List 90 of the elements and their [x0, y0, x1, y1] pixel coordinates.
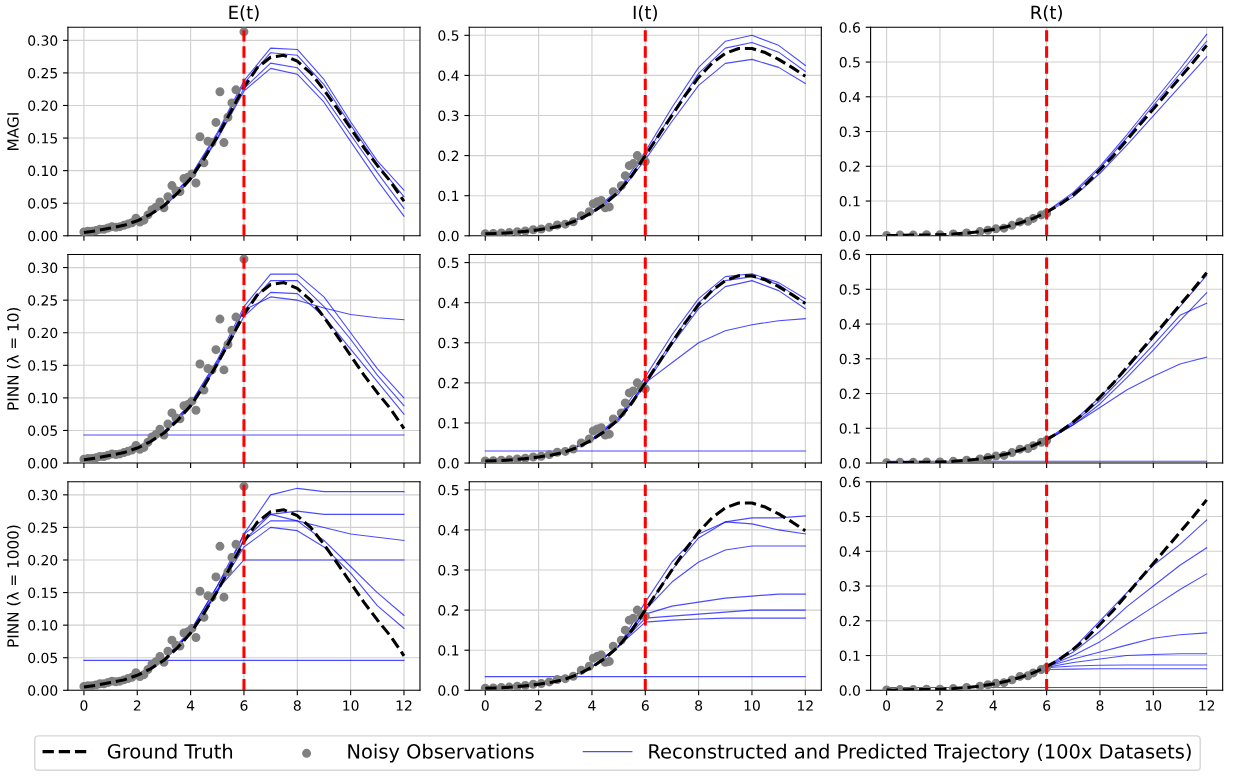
x-tick-label: 2 [936, 700, 943, 711]
y-tick-label: 0.0 [839, 685, 860, 696]
x-tick-label: 4 [989, 700, 997, 711]
y-tick-label: 0.2 [839, 161, 860, 172]
y-axis-title: PINN (λ = 1000) [6, 525, 21, 647]
chart-title: I(t) [633, 5, 657, 22]
y-tick-label: 0.1 [438, 190, 459, 202]
y-tick-label: 0.6 [839, 476, 860, 488]
y-tick-label: 0.00 [28, 685, 58, 696]
x-tick-label: 4 [186, 700, 195, 711]
y-tick-label: 0.5 [438, 484, 459, 496]
x-tick-label: 12 [396, 700, 412, 711]
y-tick-label: 0.0 [438, 458, 459, 469]
y-tick-label: 0.25 [28, 295, 57, 306]
x-tick-label: 2 [535, 700, 542, 711]
y-tick-label: 0.4 [839, 319, 861, 330]
y-tick-label: 0.3 [438, 564, 459, 576]
y-tick-label: 0.2 [438, 605, 459, 616]
legend-label: Ground Truth [107, 743, 233, 759]
x-tick-label: 10 [1146, 700, 1162, 711]
y-tick-label: 0.5 [839, 511, 860, 523]
x-tick-label: 8 [695, 700, 703, 711]
y-tick-label: 0.3 [839, 353, 860, 365]
y-tick-label: 0.1 [438, 645, 459, 656]
y-axis-title: MAGI [7, 113, 19, 150]
y-tick-label: 0.20 [28, 554, 58, 566]
x-tick-label: 12 [798, 700, 813, 711]
y-tick-label: 0.0 [438, 685, 459, 696]
y-tick-label: 0.2 [438, 150, 459, 162]
y-tick-label: 0.15 [28, 360, 57, 371]
x-tick-label: 6 [641, 700, 649, 711]
y-tick-label: 0.2 [839, 615, 860, 627]
y-tick-label: 0.30 [28, 489, 58, 501]
y-tick-label: 0.2 [438, 377, 459, 389]
y-tick-label: 0.6 [839, 249, 860, 261]
y-tick-label: 0.3 [438, 337, 459, 349]
y-tick-label: 0.30 [28, 262, 58, 274]
y-tick-label: 0.30 [28, 35, 58, 46]
y-tick-label: 0.4 [839, 546, 861, 557]
x-tick-label: 0 [481, 700, 489, 711]
x-tick-label: 8 [293, 700, 301, 711]
x-tick-label: 6 [1043, 700, 1051, 711]
x-tick-label: 4 [588, 700, 596, 711]
y-tick-label: 0.15 [28, 587, 57, 599]
y-tick-label: 0.4 [438, 297, 459, 309]
y-tick-label: 0.0 [839, 458, 860, 469]
x-tick-label: 2 [133, 700, 141, 711]
x-tick-label: 0 [883, 700, 891, 711]
y-tick-label: 0.05 [28, 425, 57, 436]
y-tick-label: 0.5 [438, 257, 459, 269]
y-tick-label: 0.00 [28, 230, 58, 242]
y-tick-label: 0.20 [28, 100, 58, 111]
x-tick-label: 8 [1096, 700, 1104, 711]
y-tick-label: 0.1 [839, 650, 860, 662]
y-tick-label: 0.5 [839, 284, 860, 295]
x-tick-label: 10 [744, 700, 760, 711]
y-tick-label: 0.10 [28, 392, 58, 404]
y-tick-label: 0.5 [839, 57, 860, 68]
y-tick-label: 0.00 [28, 458, 58, 469]
y-tick-label: 0.05 [28, 652, 57, 664]
y-tick-label: 0.2 [839, 388, 860, 400]
y-tick-label: 0.10 [28, 165, 58, 177]
legend-label: Noisy Observations [348, 743, 534, 763]
chart-title: R(t) [1031, 5, 1062, 22]
x-tick-label: 6 [240, 700, 248, 711]
y-tick-label: 0.3 [438, 110, 459, 121]
legend-label: Reconstructed and Predicted Trajectory (100x Datasets) [649, 743, 1191, 763]
y-tick-label: 0.4 [438, 524, 459, 536]
y-tick-label: 0.0 [839, 230, 860, 242]
y-tick-label: 0.6 [839, 22, 860, 33]
y-tick-label: 0.20 [28, 327, 58, 339]
y-tick-label: 0.4 [438, 70, 459, 81]
y-tick-label: 0.3 [839, 126, 860, 138]
x-tick-label: 0 [80, 700, 88, 711]
y-tick-label: 0.1 [438, 417, 459, 429]
x-tick-label: 12 [1199, 700, 1215, 711]
y-tick-label: 0.4 [839, 91, 861, 103]
y-tick-label: 0.1 [839, 196, 860, 207]
chart-title: E(t) [229, 5, 259, 22]
y-tick-label: 0.05 [28, 198, 57, 209]
y-tick-label: 0.10 [28, 620, 58, 631]
x-tick-label: 10 [343, 700, 359, 711]
y-tick-label: 0.15 [28, 133, 57, 144]
y-axis-title: PINN (λ = 10) [6, 307, 21, 410]
y-tick-label: 0.3 [839, 581, 860, 592]
y-tick-label: 0.25 [28, 67, 57, 79]
y-tick-label: 0.0 [438, 230, 459, 242]
y-tick-label: 0.25 [28, 522, 57, 533]
y-tick-label: 0.5 [438, 30, 459, 41]
y-tick-label: 0.1 [839, 423, 860, 434]
